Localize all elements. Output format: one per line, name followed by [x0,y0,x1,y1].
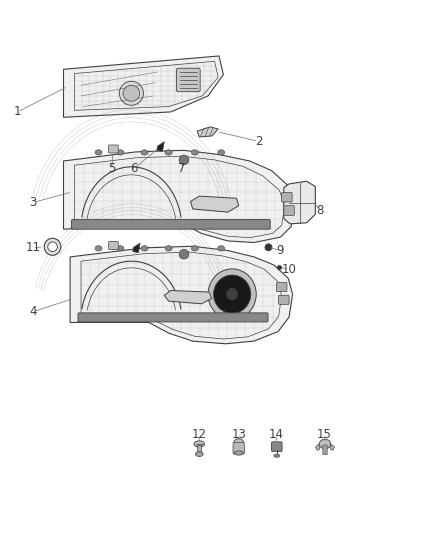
FancyBboxPatch shape [233,442,244,454]
FancyBboxPatch shape [78,313,268,322]
Ellipse shape [191,246,198,251]
FancyBboxPatch shape [197,445,201,454]
Ellipse shape [208,269,256,320]
Ellipse shape [218,246,225,251]
Polygon shape [70,246,293,344]
FancyBboxPatch shape [323,445,327,455]
Ellipse shape [179,249,189,259]
Ellipse shape [141,150,148,155]
Text: 11: 11 [25,241,40,254]
Ellipse shape [191,150,198,155]
Text: 6: 6 [130,163,138,175]
Ellipse shape [95,150,102,155]
Text: 8: 8 [316,204,323,217]
Polygon shape [64,150,294,243]
Text: 7: 7 [178,163,186,175]
Ellipse shape [165,246,172,251]
Ellipse shape [265,244,272,251]
Ellipse shape [95,246,102,251]
Text: 10: 10 [282,263,297,276]
FancyBboxPatch shape [109,241,118,249]
Ellipse shape [227,288,237,300]
Ellipse shape [117,246,124,251]
FancyBboxPatch shape [279,295,289,304]
Text: 2: 2 [254,135,262,148]
Text: 13: 13 [231,428,246,441]
Ellipse shape [165,150,172,155]
FancyBboxPatch shape [284,206,294,215]
FancyBboxPatch shape [276,282,287,292]
Text: 9: 9 [276,244,284,257]
Text: 3: 3 [29,196,36,209]
Polygon shape [133,243,140,253]
Ellipse shape [141,246,148,251]
FancyBboxPatch shape [109,145,118,153]
Ellipse shape [234,451,243,455]
Polygon shape [197,127,218,137]
Polygon shape [284,181,315,224]
Ellipse shape [123,85,140,101]
Ellipse shape [274,454,280,457]
Text: 4: 4 [29,305,37,318]
Polygon shape [64,56,223,117]
Ellipse shape [234,439,244,446]
FancyBboxPatch shape [177,68,200,92]
FancyBboxPatch shape [282,192,292,202]
Ellipse shape [44,238,61,255]
Text: 1: 1 [14,106,21,118]
Text: 12: 12 [192,428,207,441]
Text: 5: 5 [108,163,115,175]
Polygon shape [164,290,212,304]
Ellipse shape [119,82,143,106]
Text: 14: 14 [268,428,283,441]
Ellipse shape [195,452,203,456]
Polygon shape [330,444,335,450]
Ellipse shape [218,150,225,155]
Ellipse shape [277,265,282,270]
Ellipse shape [117,150,124,155]
Text: 15: 15 [317,428,332,441]
FancyBboxPatch shape [71,220,270,229]
Ellipse shape [179,155,189,165]
Polygon shape [157,142,164,151]
Ellipse shape [319,439,331,449]
Ellipse shape [48,242,57,252]
Polygon shape [315,444,320,450]
Ellipse shape [213,275,251,313]
FancyBboxPatch shape [272,442,282,451]
Polygon shape [191,196,239,212]
Ellipse shape [194,441,205,447]
